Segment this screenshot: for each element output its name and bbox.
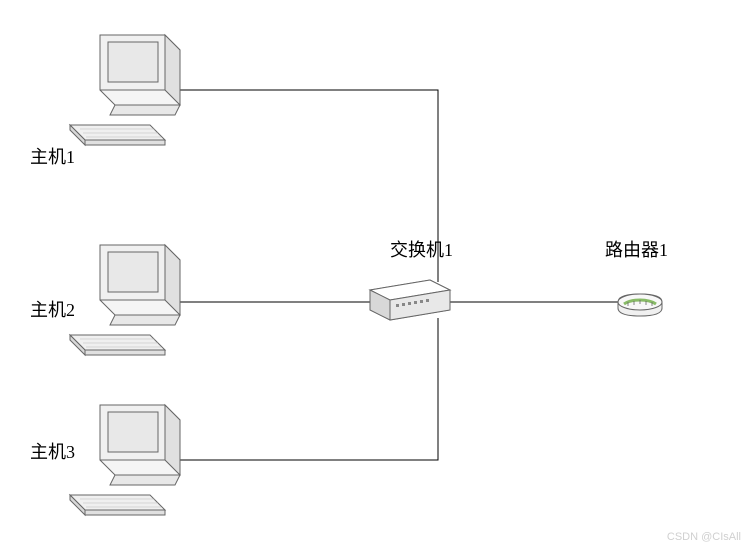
switch1-icon: [370, 280, 450, 320]
host2-icon: [70, 245, 180, 355]
edges: [175, 90, 620, 460]
router1-label: 路由器1: [605, 236, 668, 262]
router1-icon: [618, 294, 662, 316]
host1-icon: [70, 35, 180, 145]
host1-label: 主机1: [30, 143, 75, 169]
edge-host3-switch: [175, 318, 438, 460]
host2-label: 主机2: [30, 296, 75, 322]
host3-label: 主机3: [30, 438, 75, 464]
watermark: CSDN @CIsAll: [667, 531, 741, 543]
switch1-label: 交换机1: [390, 236, 453, 262]
network-diagram: [0, 0, 749, 547]
host3-icon: [70, 405, 180, 515]
